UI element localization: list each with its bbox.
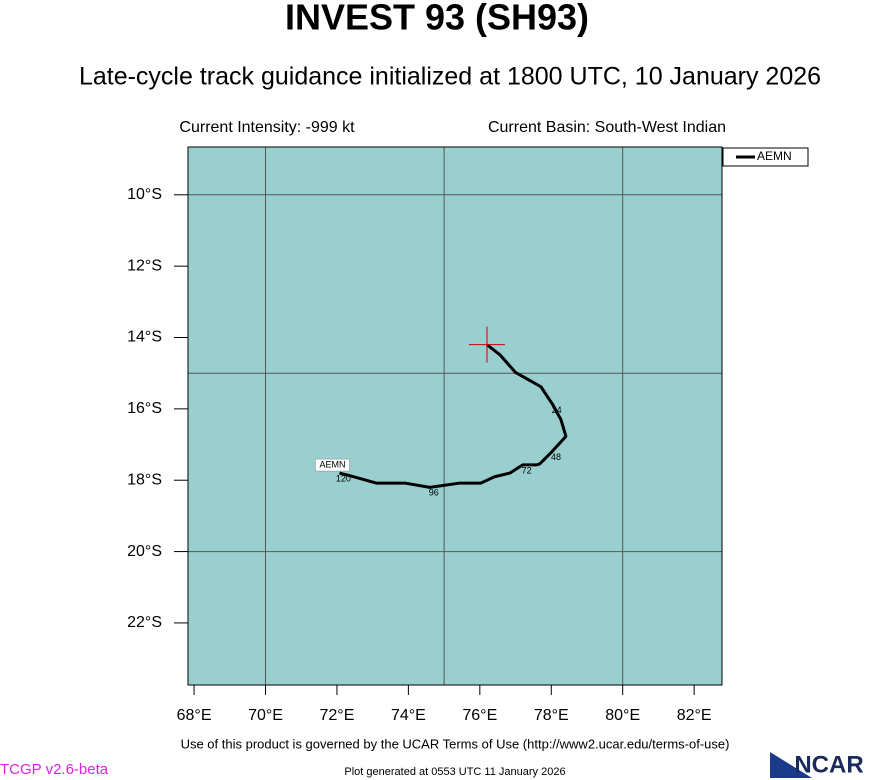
map-frame — [187, 146, 723, 686]
hour-label: 96 — [429, 488, 439, 498]
y-tick-label: 10°S — [127, 186, 162, 203]
generated: Plot generated at 0553 UTC 11 January 20… — [344, 766, 565, 778]
y-tick-label: 14°S — [127, 329, 162, 346]
x-tick-label: 78°E — [534, 707, 569, 724]
y-tick-label: 12°S — [127, 257, 162, 274]
y-tick-label: 16°S — [127, 400, 162, 417]
basin: Current Basin: South-West Indian — [488, 119, 726, 136]
legend-box — [722, 147, 809, 167]
y-tick-label: 20°S — [127, 543, 162, 560]
x-tick-label: 80°E — [605, 707, 640, 724]
track-line — [339, 343, 568, 489]
map-background — [188, 147, 722, 685]
terms: Use of this product is governed by the U… — [181, 736, 730, 751]
x-tick-label: 82°E — [677, 707, 712, 724]
x-tick-label: 74°E — [391, 707, 426, 724]
x-tick-label: 72°E — [320, 707, 355, 724]
x-tick-label: 76°E — [462, 707, 497, 724]
title: INVEST 93 (SH93) — [285, 0, 589, 38]
subtitle: Late-cycle track guidance initialized at… — [79, 63, 821, 91]
y-tick-label: 18°S — [127, 471, 162, 488]
hour-label: 48 — [551, 452, 561, 462]
hour-label: 24 — [552, 405, 562, 415]
x-tick-label: 68°E — [177, 707, 212, 724]
map: 68°E 70°E 72°E 74°E 76°E 78°E 80°E 82°E 10°S 12°S… — [127, 146, 809, 724]
hour-label: 120 — [336, 473, 351, 483]
x-tick-label: 70°E — [248, 707, 283, 724]
logo-mark — [770, 752, 812, 778]
logo: NCAR — [794, 751, 863, 778]
intensity: Current Intensity: -999 kt — [179, 119, 355, 136]
y-tick-label: 22°S — [127, 614, 162, 631]
end-label: AEMN — [319, 459, 345, 469]
end-label-box — [315, 458, 350, 472]
legend-label: AEMN — [757, 149, 792, 163]
hour-label: 72 — [522, 465, 532, 475]
version: TCGP v2.6-beta — [0, 761, 109, 778]
